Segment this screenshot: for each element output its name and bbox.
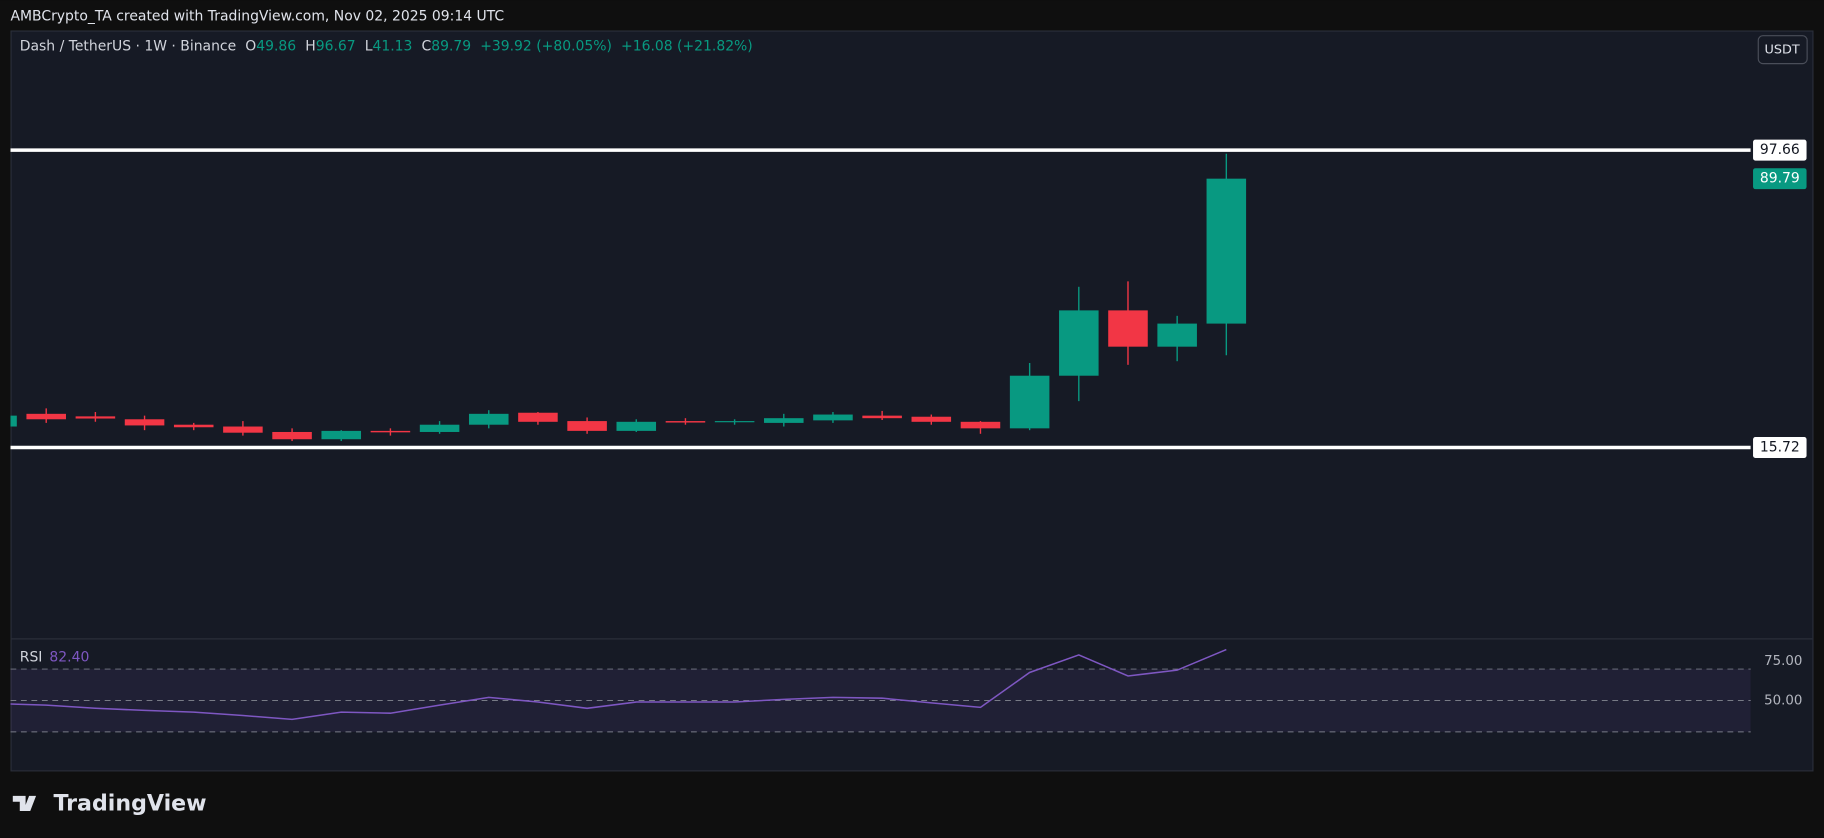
candle-body [272,431,312,440]
change: +16.08 (+21.82%) [621,39,753,55]
rsi-title: RSI [20,649,43,665]
candle-body [1009,375,1050,429]
candle-body [10,415,17,427]
level-tag [1753,437,1807,458]
ohlc-label: L [365,39,373,55]
level-tag [1753,139,1807,161]
candle-body [567,421,607,431]
level-tag-label: 97.66 [1760,142,1800,158]
candle-body [1108,310,1148,347]
candle-body [1206,178,1247,324]
candle-body [26,413,66,420]
candle-body [911,416,952,422]
candle-body [616,421,657,431]
close-value: 89.79 [431,39,471,55]
candle-body [518,412,558,422]
brand-logo [12,795,37,812]
candle-body [764,418,804,423]
last-price-label: 89.79 [1760,171,1800,187]
rsi-value: 82.40 [49,649,89,665]
attribution: AMBCrypto_TA created with TradingView.co… [10,9,504,25]
open-value: 49.86 [256,39,296,55]
legend: Dash / TetherUS · 1W · Binance O49.86 H9… [20,39,753,55]
ohlc-label: C [421,39,431,55]
candle-body [1059,310,1099,376]
rsi-legend: RSI 82.40 [20,649,90,665]
candle-body [468,413,509,425]
candle-body [370,430,411,433]
last-price-tag [1753,168,1807,190]
symbol: Dash / TetherUS · 1W · Binance [20,39,236,55]
candle-body [960,421,1001,429]
logo-icon [12,795,37,812]
candle-body [75,416,116,419]
high-value: 96.67 [316,39,356,55]
ohlc-label: H [305,39,315,55]
rsi-line [10,648,1227,721]
y-tick-label: 50.00 [1764,693,1802,708]
candle-body [862,415,902,419]
low-value: 41.13 [373,39,413,55]
candle-body [714,421,755,423]
candle-body [1157,323,1197,347]
change: +39.92 (+80.05%) [480,39,612,55]
candle-body [223,426,263,433]
brand: TradingView [54,791,207,817]
candle-body [173,424,214,428]
candle-body [419,424,460,432]
currency-button[interactable] [1757,35,1808,65]
candle-body [321,430,362,440]
level-tag-label: 15.72 [1760,440,1800,456]
candle-body [813,414,853,421]
chart-panel [10,30,1814,772]
currency[interactable]: USDT [1765,43,1800,58]
candle-body [665,421,706,423]
ohlc-label: O [245,39,256,55]
y-tick-label: 75.00 [1764,654,1802,669]
candle-body [124,419,165,426]
